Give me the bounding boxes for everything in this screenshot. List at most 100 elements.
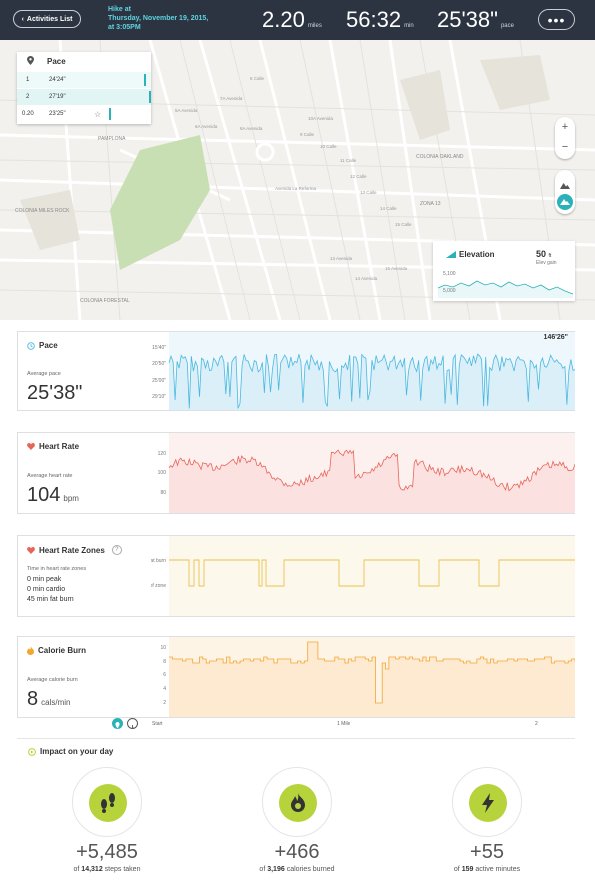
activity-header: ‹ Activities List Hike at Thursday, Nove… [0,0,595,40]
average-pace-label: Average pace [27,371,61,377]
calories-impact-value: +466 [274,841,320,863]
map-label: 11 Calle [340,158,357,163]
zoom-in-button[interactable]: + [561,121,569,133]
map-label: Avenida La Reforma [275,186,316,191]
y-tick-label: 8 [163,659,166,665]
calories-impact-label: of 3,196 calories burned [259,866,335,873]
map-label: ZONA 13 [420,201,441,207]
footsteps-icon [101,793,115,813]
map-labels: PAMPLONA COLONIA MILES ROCK COLONIA FORE… [15,76,464,304]
map-label: 13 Calle [360,190,377,195]
elevation-tick: 5,000 [443,288,456,294]
activity-title: Hike at Thursday, November 19, 2015, at … [108,6,209,31]
map-label: 10 Calle [320,144,337,149]
map-label: 7A Avenida [220,96,243,101]
calorie-burn-title: Calorie Burn [38,646,87,655]
chart-x-axis: Start 1 Mile 2 [17,718,575,732]
activities-list-button[interactable]: ‹ Activities List [13,10,81,28]
map-label: 12 Calle [350,174,367,179]
distance-stat: 2.20 miles [262,7,322,32]
split-row[interactable]: 0.20 23'25" ☆ [17,106,151,122]
location-pin-icon [27,56,34,67]
elevation-icon [446,251,456,258]
x-tick-start: Start [152,721,163,727]
heart-rate-chart: 120 100 80 [158,433,575,513]
split-bar [144,74,146,86]
pace-splits-popup: Pace 1 24'24" 2 27'19" 0.20 23'25" ☆ [17,52,151,124]
map-label: PAMPLONA [98,136,126,142]
fat-burn-minutes: 45 min fat burn [27,596,74,603]
terrain-icon[interactable] [560,176,570,194]
calorie-burn-card[interactable]: Calorie Burn Average calorie burn 8 cals/… [17,636,575,718]
average-heart-rate-value: 104 bpm [27,484,79,506]
map-label: 14 Avenida [355,276,378,281]
zoom-out-button[interactable]: − [561,141,569,153]
elevation-tick: 5,100 [443,271,456,277]
heart-icon [27,443,35,450]
elevation-title: Elevation [459,250,495,259]
average-pace-value: 25'38" [27,382,83,404]
split-bar [149,91,151,103]
map-label: COLONIA OAKLAND [416,154,464,160]
heart-rate-card[interactable]: Heart Rate Average heart rate 104 bpm 120… [17,432,575,514]
y-tick-label: 4 [163,686,166,692]
clock-icon [27,341,35,350]
x-tick-mile: 1 Mile [337,721,351,727]
location-pin-icon [115,722,120,729]
average-calorie-burn-value: 8 cals/min [27,688,71,710]
map-label: 14 Calle [380,206,397,211]
elevation-sparkline [437,280,574,298]
split-row[interactable]: 2 27'19" [17,89,151,105]
time-axis-toggle[interactable] [127,718,138,729]
map-label: 6 Calle [250,76,265,81]
more-options-button[interactable]: ••• [538,9,575,30]
map-label: COLONIA MILES ROCK [15,208,70,214]
steps-impact-circle[interactable] [72,767,142,837]
active-minutes-impact-label: of 159 active minutes [453,866,521,873]
map-label: 10A Avenida [308,116,333,121]
heart-rate-line [168,449,575,492]
active-minutes-impact-circle[interactable] [452,767,522,837]
flame-icon [27,646,34,655]
elevation-view-button[interactable] [557,194,573,210]
y-tick-label: 15'40" [152,345,166,351]
pace-stat: 25'38" pace [437,7,514,32]
elevation-gain-value: 50 ft [536,249,552,259]
pace-chart: 15'40" 20'50" 25'00" 29'10" [152,332,575,410]
heart-rate-zones-title: Heart Rate Zones [39,545,105,555]
y-tick-label: 100 [158,470,167,476]
average-heart-rate-label: Average heart rate [27,473,73,479]
zoom-control: + − [555,117,575,159]
y-tick-label: 6 [163,672,166,678]
active-minutes-impact-value: +55 [470,841,504,863]
clock-icon [132,725,135,729]
route-map[interactable]: PAMPLONA COLONIA MILES ROCK COLONIA FORE… [0,40,595,320]
calories-impact-circle[interactable] [262,767,332,837]
y-tick-label: 120 [158,451,167,457]
location-pin-toggle[interactable] [112,718,123,729]
star-icon[interactable]: ☆ [94,109,102,119]
help-icon[interactable]: ? [111,545,122,555]
heart-rate-card-title: Heart Rate [39,442,80,451]
steps-impact-value: +5,485 [76,841,138,863]
chart-bg [169,433,575,513]
y-tick-label: 29'10" [152,394,166,400]
split-row[interactable]: 1 24'24" [17,72,151,88]
average-calorie-burn-label: Average calorie burn [27,677,78,683]
map-label: 15 Calle [395,222,412,227]
flame-icon [291,793,305,812]
y-tick-label: 10 [160,645,166,651]
pace-area [169,354,575,410]
heart-rate-zones-chart: fat burn out of zone [151,536,575,616]
cardio-minutes: 0 min cardio [27,586,66,593]
calorie-area [169,642,575,717]
chart-bg [169,637,575,717]
play-circle-icon [28,747,36,756]
map-label: 6A Avenida [195,124,218,129]
pace-card[interactable]: Pace Average pace 25'38" 15'40" 20'50" 25'… [17,331,575,411]
heart-icon [27,546,35,554]
chevron-left-icon: ‹ [21,15,24,23]
pace-card-title: Pace [39,341,58,350]
map-label: 13 Avenida [330,256,353,261]
heart-rate-zones-card[interactable]: Heart Rate Zones ? Time in heart rate zo… [17,535,575,617]
